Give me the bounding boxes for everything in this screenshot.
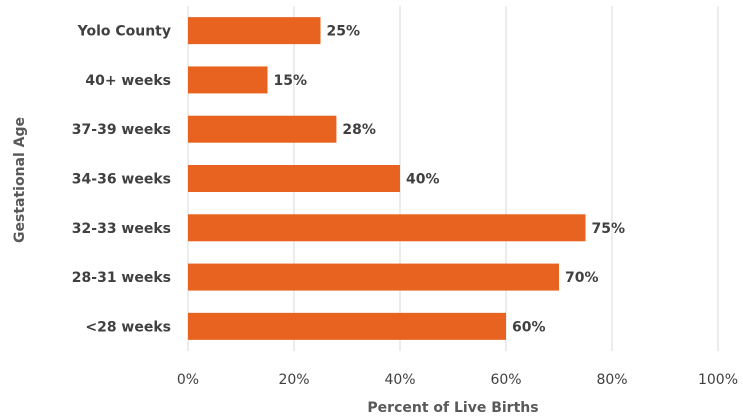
x-tick-label: 100% <box>698 372 738 388</box>
data-label: 15% <box>274 73 308 89</box>
category-label: 28-31 weeks <box>72 270 171 286</box>
bar <box>188 165 400 192</box>
x-tick-label: 0% <box>177 372 199 388</box>
data-label: 60% <box>512 319 546 335</box>
data-label: 25% <box>327 24 361 40</box>
data-label: 75% <box>592 221 626 237</box>
category-label: 32-33 weeks <box>72 221 171 237</box>
bar <box>188 263 559 291</box>
x-axis-title: Percent of Live Births <box>367 400 538 416</box>
bars <box>188 17 586 340</box>
bar <box>188 115 337 143</box>
category-label: Yolo County <box>77 24 171 40</box>
bar <box>188 66 268 94</box>
category-label: 34-36 weeks <box>72 172 171 188</box>
data-label: 70% <box>565 270 599 286</box>
data-labels: 25% 15% 28% 40% 75% 70% 60% <box>274 24 626 336</box>
category-label: 37-39 weeks <box>72 122 171 138</box>
x-tick-label: 80% <box>596 372 627 388</box>
x-tick-label: 40% <box>384 372 415 388</box>
x-tick-labels: 0% 20% 40% 60% 80% 100% <box>177 372 738 388</box>
bar <box>188 214 586 242</box>
category-label: 40+ weeks <box>85 73 171 89</box>
category-labels: Yolo County 40+ weeks 37-39 weeks 34-36 wee… <box>72 24 171 336</box>
bar <box>188 17 321 45</box>
category-label: <28 weeks <box>85 319 171 335</box>
y-axis-title: Gestational Age <box>12 117 28 243</box>
data-label: 40% <box>406 172 440 188</box>
data-label: 28% <box>342 122 376 138</box>
x-tick-label: 60% <box>490 372 521 388</box>
x-tick-label: 20% <box>278 372 309 388</box>
bar <box>188 312 506 340</box>
